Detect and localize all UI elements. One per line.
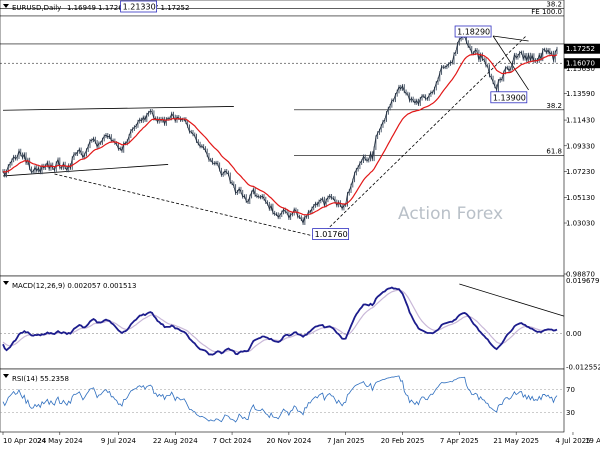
- y-tick-label: 1.05130: [566, 194, 595, 202]
- callout-label: 1.01760: [315, 230, 348, 239]
- y-tick-label: 1.03030: [566, 220, 595, 228]
- callout-label: 1.13900: [493, 93, 526, 102]
- x-tick-label: 10 Apr 2024: [3, 437, 47, 445]
- x-tick-label: 4 Jul 2025: [555, 437, 590, 445]
- macd-y-tick-label: -0.012552: [566, 363, 600, 371]
- callout-box: [454, 25, 492, 38]
- y-tick-label: 1.13590: [566, 90, 595, 98]
- x-tick-label: 22 Aug 2024: [153, 437, 198, 445]
- macd-divergence-line: [459, 283, 565, 317]
- channel-upper-line: [2, 106, 234, 111]
- x-tick-label: 19 Aug 2025: [585, 437, 600, 445]
- macd-y-tick-label: 0.00: [566, 330, 582, 338]
- channel-lower-line: [2, 164, 169, 177]
- wedge-lower-line: [492, 35, 529, 91]
- rsi-header: RSI(14) 55.2358: [12, 375, 69, 383]
- callout-label: 1.18290: [457, 27, 490, 36]
- rsi-y-tick-label: 70: [566, 386, 575, 394]
- rsi-series: [0, 375, 564, 423]
- trendlines: [2, 34, 529, 238]
- price-tag-label: 1.16070: [566, 60, 595, 68]
- x-tick-label: 24 May 2024: [37, 437, 83, 445]
- rsi-line: [2, 375, 558, 423]
- rsi-y-tick-label: 30: [566, 409, 575, 417]
- macd-header: MACD(12,26,9) 0.002057 0.001513: [12, 282, 136, 290]
- decline-dashed-line: [54, 173, 320, 238]
- macd-main-line: [2, 286, 558, 356]
- y-tick-label: 0.98870: [566, 271, 595, 279]
- macd-y-tick-label: 0.019679: [566, 277, 599, 285]
- y-tick-label: 1.07230: [566, 168, 595, 176]
- fibonacci-levels: 38.2FE 100.038.261.8: [0, 0, 564, 156]
- price-callout: 1.21330: [120, 0, 158, 13]
- price-tag: [564, 58, 600, 69]
- price-tag-label: 1.17252: [566, 45, 595, 53]
- watermark: Action Forex: [398, 204, 503, 224]
- x-tick-label: 7 Jan 2025: [327, 437, 365, 445]
- y-tick-label: 1.11430: [566, 117, 595, 125]
- price-tag: [564, 43, 600, 54]
- callout-label: 1.21330: [123, 3, 156, 12]
- callout-box: [490, 91, 528, 104]
- price-callouts: 1.18290 1.13900 1.21330 1.01760: [120, 0, 528, 240]
- price-callout: 1.01760: [312, 228, 350, 240]
- rally-dashed-line: [318, 34, 528, 238]
- x-tick-label: 20 Feb 2025: [381, 437, 425, 445]
- x-tick-label: 20 Nov 2024: [266, 437, 311, 445]
- x-tick-label: 7 Oct 2024: [213, 437, 252, 445]
- fib-level-label: 61.8: [546, 147, 562, 155]
- moving-average-line: [2, 53, 558, 216]
- fib-level-label: FE 100.0: [531, 8, 562, 16]
- callout-box: [312, 228, 350, 240]
- macd-panel: [0, 275, 565, 370]
- fib-level-label: 38.2: [546, 102, 562, 110]
- y-tick-label: 1.09330: [566, 142, 595, 150]
- price-panel: [0, 0, 565, 277]
- y-tick-label: 1.15630: [566, 65, 595, 73]
- collapse-triangle-icon: [3, 4, 9, 8]
- x-tick-label: 21 May 2025: [493, 437, 539, 445]
- collapse-triangle-icon: [3, 281, 9, 285]
- rsi-panel: [0, 368, 565, 433]
- price-callout: 1.18290: [454, 25, 492, 38]
- axis-labels: 1.17252 1.15630 1.13590 1.11430 1.09330 1.072…: [2, 43, 600, 445]
- x-tick-label: 9 Jul 2024: [101, 437, 137, 445]
- fib-level-label: 38.2: [546, 0, 562, 8]
- wedge-upper-line: [493, 35, 529, 42]
- price-callout: 1.13900: [490, 91, 528, 104]
- macd-series: [0, 283, 565, 356]
- x-tick-label: 7 Apr 2025: [440, 437, 479, 445]
- collapse-triangle-icon: [3, 374, 9, 378]
- callout-box: [120, 0, 158, 13]
